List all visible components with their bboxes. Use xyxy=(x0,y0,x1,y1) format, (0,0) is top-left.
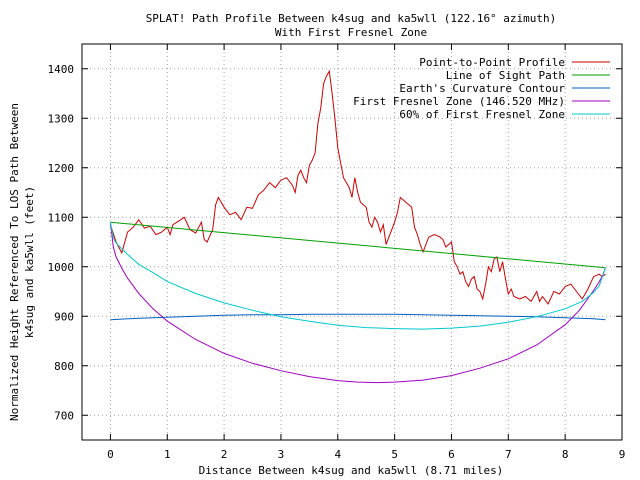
y-tick-label: 1300 xyxy=(48,112,75,125)
y-tick-label: 900 xyxy=(54,310,74,323)
x-tick-label: 4 xyxy=(334,448,341,461)
chart-subtitle: With First Fresnel Zone xyxy=(275,26,427,39)
x-tick-label: 3 xyxy=(278,448,285,461)
y-tick-label: 1400 xyxy=(48,63,75,76)
x-axis-label: Distance Between k4sug and ka5wll (8.71 … xyxy=(199,464,504,477)
plot-frame xyxy=(81,43,623,441)
x-tick-label: 5 xyxy=(391,448,398,461)
y-tick-label: 800 xyxy=(54,360,74,373)
y-tick-label: 1100 xyxy=(48,211,75,224)
series-lines xyxy=(109,69,606,384)
x-tick-label: 8 xyxy=(562,448,569,461)
x-tick-label: 7 xyxy=(505,448,512,461)
chart-title: SPLAT! Path Profile Between k4sug and ka… xyxy=(146,12,557,25)
y-tick-label: 1200 xyxy=(48,162,75,175)
y-axis-label-line2: k4sug and ka5wll (feet) xyxy=(23,186,36,338)
y-tick-label: 700 xyxy=(54,409,74,422)
series-fresnel-60-line xyxy=(109,222,606,330)
series-profile-line xyxy=(109,69,606,305)
x-tick-label: 0 xyxy=(107,448,114,461)
y-axis-label-line1: Normalized Height Referenced To LOS Path… xyxy=(8,103,21,421)
legend-label: Point-to-Point Profile xyxy=(419,56,565,69)
series-line-of-sight-line xyxy=(110,221,606,269)
legend-label: Earth's Curvature Contour xyxy=(399,82,565,95)
y-tick-labels: 700 800 900 1000 1100 1200 1300 1400 xyxy=(48,63,75,423)
series-fresnel-zone-line xyxy=(109,222,606,384)
x-tick-label: 6 xyxy=(448,448,455,461)
x-tick-labels: 0 1 2 3 4 5 6 7 8 9 xyxy=(107,448,625,461)
x-tick-label: 2 xyxy=(221,448,228,461)
legend-label: First Fresnel Zone (146.520 MHz) xyxy=(353,95,565,108)
x-tick-label: 1 xyxy=(164,448,171,461)
legend-label: 60% of First Fresnel Zone xyxy=(399,108,565,121)
x-tick-label: 9 xyxy=(619,448,626,461)
legend-label: Line of Sight Path xyxy=(446,69,565,82)
y-tick-label: 1000 xyxy=(48,261,75,274)
